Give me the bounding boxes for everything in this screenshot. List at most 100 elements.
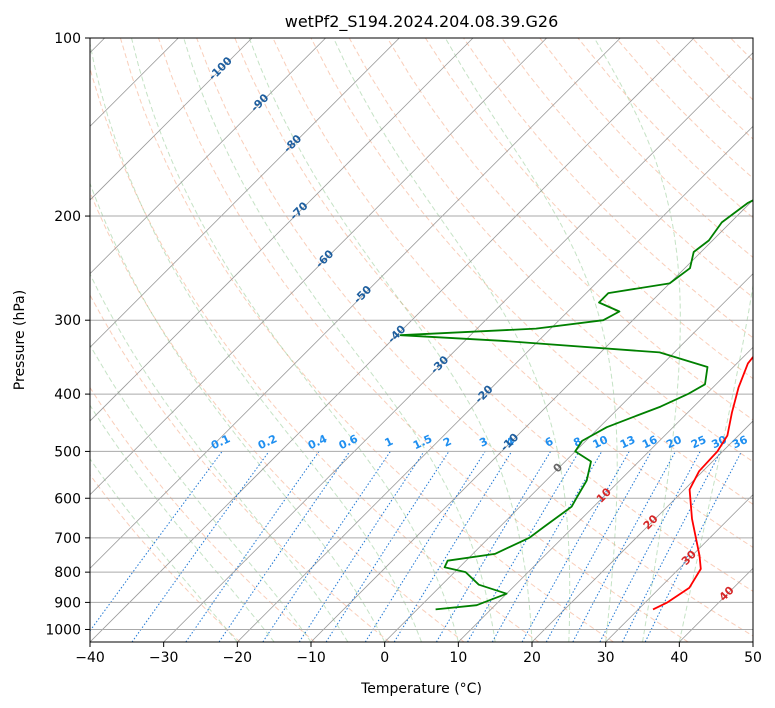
moist-adiabat (678, 282, 753, 642)
moist-adiabat (90, 272, 349, 642)
isotherm-label: -60 (313, 247, 336, 270)
y-tick-label: 100 (54, 31, 81, 47)
y-tick-label: 600 (54, 491, 81, 507)
isotherm-line (163, 52, 753, 642)
mixing-ratio-line (185, 451, 320, 642)
isotherm-label: -30 (428, 353, 451, 376)
mixing-ratio-label: 0.1 (209, 432, 232, 452)
dry-adiabat (424, 38, 753, 380)
mixing-ratio-label: 30 (710, 433, 730, 451)
dry-adiabat (90, 66, 540, 642)
dry-adiabat (386, 38, 753, 421)
isotherm-line (90, 38, 400, 348)
isotherm-label: -90 (248, 91, 271, 114)
mixing-ratio-line (521, 451, 630, 642)
isotherm-line (90, 38, 547, 496)
isotherm-line (752, 641, 753, 642)
plot-frame (89, 37, 754, 643)
dry-adiabat (90, 386, 316, 642)
isotherm-label: 30 (679, 548, 699, 568)
moist-adiabat (183, 38, 496, 642)
y-tick-label: 300 (54, 313, 81, 329)
dry-adiabat (348, 38, 753, 463)
isotherm-line (90, 38, 621, 569)
mixing-ratio-label: 6 (543, 435, 556, 450)
dry-adiabat (158, 38, 689, 642)
x-tick-label: 10 (449, 650, 467, 666)
y-tick-label: 700 (54, 531, 81, 547)
isotherm-label: -10 (498, 431, 521, 454)
dry-adiabat (90, 293, 390, 642)
moist-adiabat (90, 404, 275, 642)
mixing-ratio-line (364, 451, 486, 642)
y-tick-label: 900 (54, 595, 81, 611)
isotherm-line (384, 273, 753, 642)
isotherm-line (237, 125, 753, 642)
pressure-gridlines (90, 38, 753, 630)
mixing-ratio-label: 0.4 (306, 432, 329, 452)
y-tick-label: 1000 (45, 622, 81, 638)
y-tick-label: 800 (54, 565, 81, 581)
mixing-ratio-line (298, 451, 425, 642)
mixing-ratio-line (90, 451, 223, 632)
isotherm-line (310, 199, 753, 642)
moist-adiabat (90, 344, 312, 642)
isotherm-line (605, 494, 753, 642)
mixing-ratio-line (572, 451, 676, 642)
x-tick-label: −40 (75, 650, 105, 666)
isotherm-label: -50 (351, 283, 374, 306)
moist-adiabat (333, 38, 571, 642)
x-tick-label: 20 (523, 650, 541, 666)
chart-title: wetPf2_S194.2024.204.08.39.G26 (285, 12, 559, 32)
y-axis: 100 200 300 400 500 600 700 800 900 1000 (45, 31, 90, 638)
background-guide-lines (90, 38, 753, 642)
moist-adiabat (593, 38, 681, 642)
x-tick-label: 0 (380, 650, 389, 666)
x-axis: −40 −30 −20 −10 0 10 20 30 40 50 (75, 642, 762, 666)
mixing-ratio-label: 25 (689, 433, 708, 451)
mixing-ratio-label: 1 (383, 435, 395, 450)
mixing-ratio-line (467, 451, 580, 642)
moist-adiabat (90, 41, 422, 642)
dry-adiabat (90, 191, 465, 642)
moist-adiabat (444, 38, 618, 642)
y-tick-label: 500 (54, 444, 81, 460)
moist-adiabat (90, 457, 238, 642)
dry-adiabat (653, 38, 753, 140)
isotherm-line (90, 38, 253, 201)
dry-adiabat (234, 38, 753, 592)
mixing-ratio-label: 2 (441, 435, 453, 450)
mixing-ratio-label: 10 (591, 433, 611, 451)
x-tick-label: −20 (223, 650, 253, 666)
x-tick-label: −30 (149, 650, 179, 666)
x-tick-label: 30 (597, 650, 615, 666)
mixing-ratio-line (262, 451, 391, 642)
y-tick-label: 400 (54, 387, 81, 403)
mixing-ratio-line (218, 451, 351, 642)
mixing-ratio-line (325, 451, 450, 642)
mixing-ratio-label: 1.5 (411, 432, 434, 452)
isotherm-line (458, 346, 753, 642)
isotherm-label: 0 (551, 460, 566, 475)
mixing-ratio-line (644, 451, 742, 642)
moist-adiabat (248, 38, 533, 642)
mixing-ratio-line (131, 451, 270, 642)
sounding-series (399, 199, 753, 611)
mixing-ratio-label: 13 (618, 433, 637, 451)
y-axis-label: Pressure (hPa) (12, 290, 28, 390)
dry-adiabat (463, 38, 753, 339)
isotherm-line (90, 38, 695, 642)
dry-adiabat (119, 38, 614, 642)
moist-adiabat (131, 38, 459, 642)
dry-adiabat (90, 473, 241, 642)
mixing-ratio-label: 3 (477, 435, 489, 450)
moist-adiabat (90, 182, 386, 642)
isotherm-label: -20 (472, 382, 495, 405)
isotherm-label: -100 (206, 54, 235, 83)
mixing-ratio-label: 36 (730, 433, 750, 451)
isotherm-label: -70 (287, 199, 310, 222)
temperature-profile (652, 355, 753, 611)
dry-adiabat (691, 38, 753, 101)
y-tick-label: 200 (54, 209, 81, 225)
